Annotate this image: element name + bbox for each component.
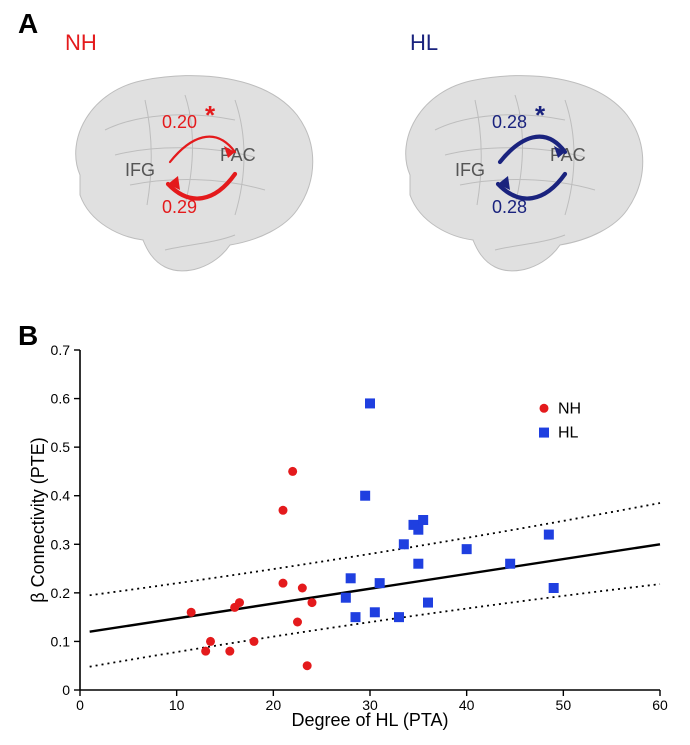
y-axis-label-text: β Connectivity (PTE) — [28, 437, 48, 602]
svg-text:0.1: 0.1 — [51, 633, 71, 649]
svg-text:0: 0 — [62, 682, 70, 698]
svg-text:0.7: 0.7 — [51, 342, 71, 358]
svg-text:0.4: 0.4 — [51, 488, 71, 504]
svg-text:0.5: 0.5 — [51, 439, 71, 455]
scatter-plot: 010203040506000.10.20.30.40.50.60.7NHHL — [0, 0, 690, 745]
svg-text:0.3: 0.3 — [51, 536, 71, 552]
figure-root: A NH HL IFG PAC 0.20 * 0.29 IFG PAC 0.28… — [0, 0, 690, 745]
svg-text:0.2: 0.2 — [51, 585, 71, 601]
svg-text:0.6: 0.6 — [51, 391, 71, 407]
y-axis-label: β Connectivity (PTE) — [28, 350, 49, 690]
x-axis-label: Degree of HL (PTA) — [80, 710, 660, 731]
svg-text:NH: NH — [558, 400, 581, 417]
svg-text:HL: HL — [558, 425, 579, 442]
